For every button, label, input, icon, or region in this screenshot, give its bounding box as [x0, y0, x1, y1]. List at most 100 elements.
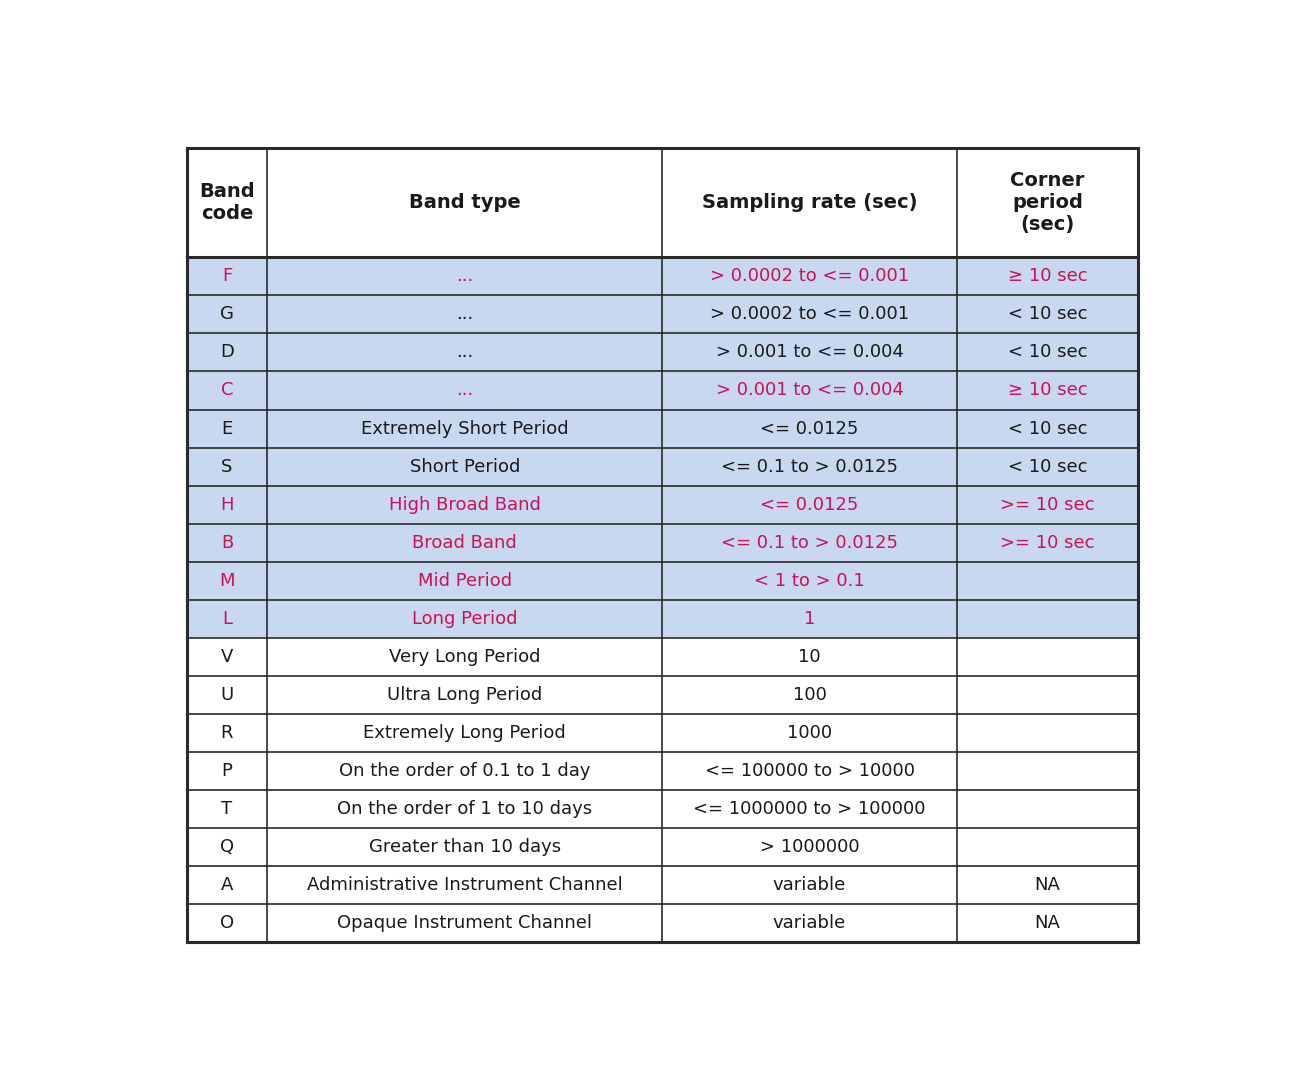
Bar — [267, 410, 663, 448]
Bar — [267, 714, 663, 752]
Bar — [663, 296, 957, 333]
Bar — [957, 448, 1138, 486]
Text: ≥ 10 sec: ≥ 10 sec — [1008, 268, 1087, 285]
Text: 100: 100 — [793, 686, 827, 704]
Text: ...: ... — [456, 305, 473, 324]
Text: ...: ... — [456, 268, 473, 285]
Text: C: C — [221, 382, 234, 399]
Bar — [267, 904, 663, 942]
Text: G: G — [220, 305, 234, 324]
Bar — [663, 410, 957, 448]
Bar — [186, 371, 267, 410]
Bar — [186, 562, 267, 600]
Bar — [186, 675, 267, 714]
Bar — [663, 148, 957, 258]
Text: P: P — [221, 762, 233, 780]
Text: > 0.0002 to <= 0.001: > 0.0002 to <= 0.001 — [711, 268, 910, 285]
Text: <= 0.0125: <= 0.0125 — [761, 495, 859, 514]
Text: R: R — [221, 724, 234, 742]
Text: Extremely Long Period: Extremely Long Period — [363, 724, 566, 742]
Bar — [663, 638, 957, 675]
Bar — [186, 904, 267, 942]
Bar — [186, 752, 267, 790]
Bar — [663, 675, 957, 714]
Text: Extremely Short Period: Extremely Short Period — [360, 420, 568, 437]
Bar — [267, 333, 663, 371]
Text: ≥ 10 sec: ≥ 10 sec — [1008, 382, 1087, 399]
Text: NA: NA — [1035, 914, 1061, 932]
Text: E: E — [221, 420, 233, 437]
Bar — [267, 562, 663, 600]
Text: Corner
period
(sec): Corner period (sec) — [1010, 172, 1084, 234]
Text: A: A — [221, 876, 233, 894]
Bar — [957, 714, 1138, 752]
Text: U: U — [221, 686, 234, 704]
Text: < 1 to > 0.1: < 1 to > 0.1 — [755, 572, 864, 590]
Text: ...: ... — [456, 343, 473, 361]
Bar — [186, 790, 267, 828]
Bar — [957, 866, 1138, 904]
Text: High Broad Band: High Broad Band — [389, 495, 541, 514]
Bar — [957, 410, 1138, 448]
Bar — [267, 148, 663, 258]
Bar — [957, 562, 1138, 600]
Bar — [267, 638, 663, 675]
Bar — [957, 675, 1138, 714]
Text: Q: Q — [220, 838, 234, 856]
Bar — [957, 296, 1138, 333]
Text: ...: ... — [456, 382, 473, 399]
Bar — [267, 258, 663, 296]
Bar — [186, 448, 267, 486]
Text: Band
code: Band code — [199, 182, 255, 223]
Text: Long Period: Long Period — [412, 610, 518, 628]
Bar — [267, 828, 663, 866]
Bar — [186, 486, 267, 523]
Text: < 10 sec: < 10 sec — [1008, 457, 1087, 476]
Bar — [957, 752, 1138, 790]
Text: >= 10 sec: >= 10 sec — [1000, 534, 1094, 551]
Text: B: B — [221, 534, 233, 551]
Bar — [957, 148, 1138, 258]
Text: On the order of 0.1 to 1 day: On the order of 0.1 to 1 day — [339, 762, 590, 780]
Text: Greater than 10 days: Greater than 10 days — [368, 838, 561, 856]
Text: Very Long Period: Very Long Period — [389, 647, 540, 666]
Bar — [663, 790, 957, 828]
Bar — [267, 790, 663, 828]
Bar — [957, 523, 1138, 562]
Text: V: V — [221, 647, 233, 666]
Bar — [267, 523, 663, 562]
Text: D: D — [220, 343, 234, 361]
Bar — [957, 600, 1138, 638]
Bar — [663, 752, 957, 790]
Text: F: F — [222, 268, 233, 285]
Bar — [186, 333, 267, 371]
Bar — [186, 296, 267, 333]
Bar — [267, 296, 663, 333]
Bar — [957, 486, 1138, 523]
Text: > 1000000: > 1000000 — [760, 838, 859, 856]
Text: 10: 10 — [798, 647, 820, 666]
Bar — [663, 866, 957, 904]
Text: <= 1000000 to > 100000: <= 1000000 to > 100000 — [694, 800, 926, 818]
Bar — [186, 866, 267, 904]
Text: <= 0.1 to > 0.0125: <= 0.1 to > 0.0125 — [721, 534, 898, 551]
Bar — [267, 675, 663, 714]
Bar — [267, 486, 663, 523]
Text: > 0.001 to <= 0.004: > 0.001 to <= 0.004 — [716, 382, 903, 399]
Bar — [267, 600, 663, 638]
Bar — [957, 904, 1138, 942]
Bar — [267, 448, 663, 486]
Bar — [186, 714, 267, 752]
Bar — [663, 904, 957, 942]
Text: NA: NA — [1035, 876, 1061, 894]
Text: 1000: 1000 — [787, 724, 832, 742]
Text: Short Period: Short Period — [410, 457, 519, 476]
Bar — [186, 828, 267, 866]
Bar — [957, 790, 1138, 828]
Bar — [267, 752, 663, 790]
Text: < 10 sec: < 10 sec — [1008, 343, 1087, 361]
Text: O: O — [220, 914, 234, 932]
Bar — [663, 714, 957, 752]
Bar — [957, 828, 1138, 866]
Text: Administrative Instrument Channel: Administrative Instrument Channel — [307, 876, 623, 894]
